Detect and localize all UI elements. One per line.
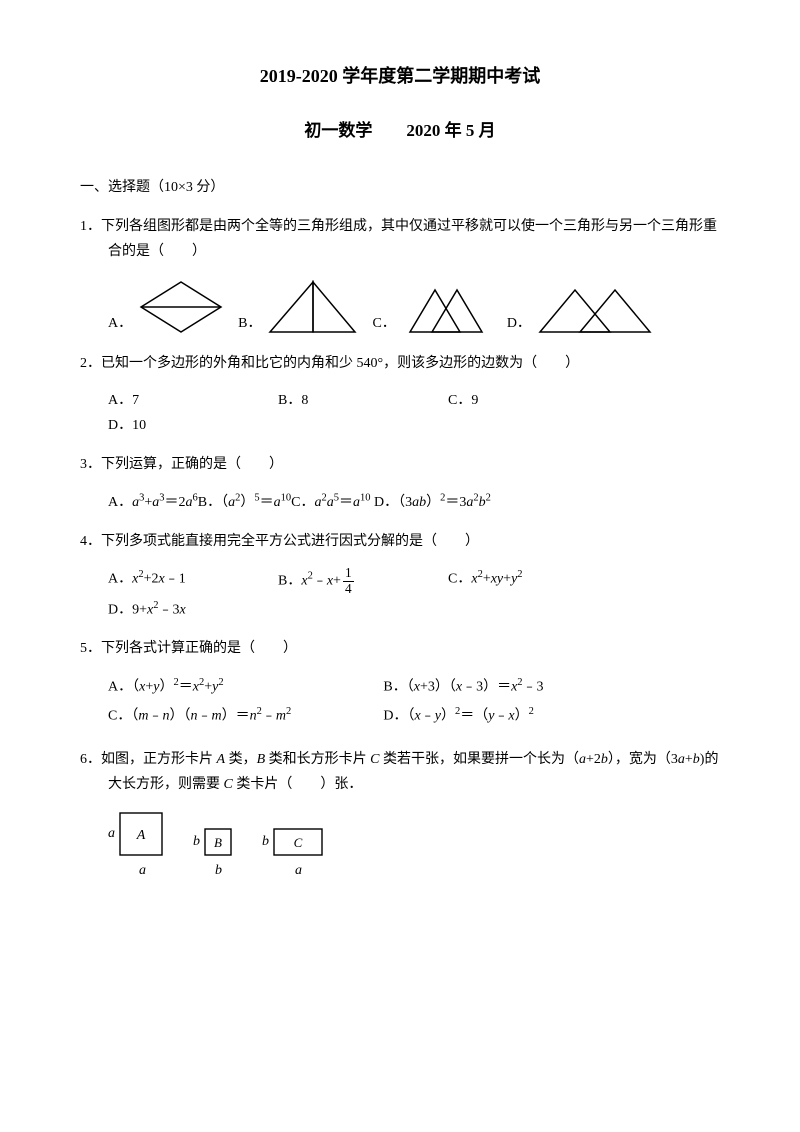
svg-text:C: C <box>294 835 303 850</box>
question-5: 5．下列各式计算正确的是（ ） <box>80 636 720 661</box>
card-c-side-v: b <box>262 829 269 854</box>
q1-fig-a <box>136 277 226 337</box>
q4-opt-b: B．x2﹣x+14 <box>278 566 428 596</box>
q5-opt-b: B．（x+3）（x﹣3）＝x2﹣3 <box>383 674 658 700</box>
section-heading: 一、选择题（10×3 分） <box>80 175 720 200</box>
q2-opt-b: B．8 <box>278 388 428 413</box>
card-b-side-h: b <box>205 858 232 883</box>
q5-opt-a: A．（x+y）2＝x2+y2 <box>108 674 383 700</box>
card-a: aA a <box>108 812 163 883</box>
q1-fig-c <box>400 282 495 337</box>
card-c: b C a <box>262 828 323 883</box>
question-2-options: A．7 B．8 C．9 D．10 <box>108 388 720 438</box>
q1-opt-c-label: C． <box>372 311 395 336</box>
question-2: 2．已知一个多边形的外角和比它的内角和少 540°，则该多边形的边数为（ ） <box>80 351 720 376</box>
card-a-side-v: a <box>108 821 115 846</box>
question-1-figures: A． B． C． D． <box>108 277 720 337</box>
q1-opt-b-label: B． <box>238 311 261 336</box>
question-6: 6．如图，正方形卡片 A 类，B 类和长方形卡片 C 类若干张，如果要拼一个长为… <box>80 747 720 797</box>
q2-opt-d: D．10 <box>108 413 258 438</box>
card-c-side-h: a <box>274 858 323 883</box>
q2-opt-c: C．9 <box>448 388 598 413</box>
q1-fig-d <box>535 282 655 337</box>
svg-text:B: B <box>214 835 222 850</box>
question-1: 1．下列各组图形都是由两个全等的三角形组成，其中仅通过平移就可以使一个三角形与另… <box>80 214 720 264</box>
q4-opt-a: A．x2+2x﹣1 <box>108 566 258 596</box>
q1-opt-d-label: D． <box>507 311 531 336</box>
page-title: 2019-2020 学年度第二学期期中考试 <box>80 60 720 92</box>
q5-opt-c: C．（m﹣n）（n﹣m）＝n2﹣m2 <box>108 703 383 729</box>
q1-fig-b <box>265 277 360 337</box>
question-4-options: A．x2+2x﹣1 B．x2﹣x+14 C．x2+xy+y2 D．9+x2﹣3x <box>108 566 720 622</box>
q1-opt-a-label: A． <box>108 311 132 336</box>
question-6-cards: aA a bB b bC a <box>108 812 720 883</box>
q4-opt-d: D．9+x2﹣3x <box>108 597 258 623</box>
question-5-options: A．（x+y）2＝x2+y2 B．（x+3）（x﹣3）＝x2﹣3 C．（m﹣n）… <box>108 674 720 734</box>
page-subtitle: 初一数学 2020 年 5 月 <box>80 116 720 147</box>
card-b: bB b <box>193 828 232 883</box>
card-b-side-v: b <box>193 829 200 854</box>
question-3: 3．下列运算，正确的是（ ） <box>80 452 720 477</box>
svg-text:A: A <box>136 828 146 843</box>
q4-opt-c: C．x2+xy+y2 <box>448 566 598 596</box>
q2-opt-a: A．7 <box>108 388 258 413</box>
card-a-side-h: a <box>122 858 163 883</box>
q3-opts-line: A．a3+a3＝2a6B．（a2）5＝a10C．a2a5＝a10 D．（3ab）… <box>108 495 491 510</box>
question-4: 4．下列多项式能直接用完全平方公式进行因式分解的是（ ） <box>80 529 720 554</box>
question-3-options: A．a3+a3＝2a6B．（a2）5＝a10C．a2a5＝a10 D．（3ab）… <box>80 489 720 515</box>
q5-opt-d: D．（x﹣y）2＝（y﹣x）2 <box>383 703 658 729</box>
